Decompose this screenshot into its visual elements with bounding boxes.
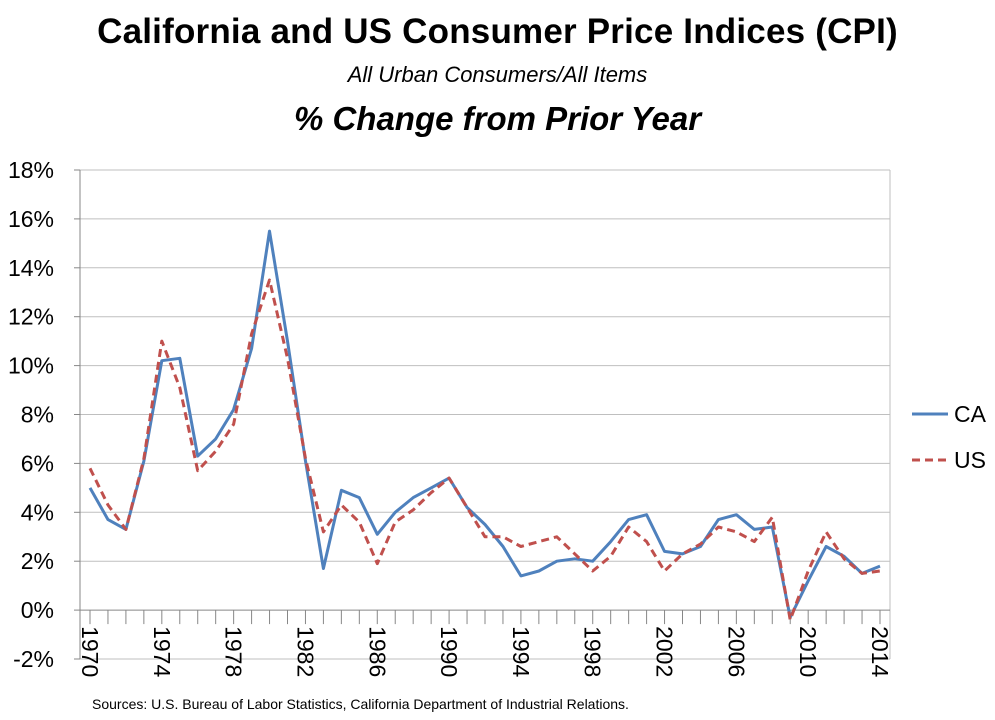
series-lines (88, 229, 881, 622)
source-note: Sources: U.S. Bureau of Labor Statistics… (92, 696, 629, 712)
y-tick-label: 8% (21, 402, 54, 428)
y-axis-tick-labels: -2% 0% 2% 4% 6% 8% 10% 12% 14% 16% 18% (8, 157, 54, 672)
legend-label-ca: CA (954, 401, 987, 427)
y-tick-label: 18% (8, 157, 54, 183)
series-line-ca (88, 229, 881, 619)
x-tick-label: 1990 (436, 626, 462, 677)
y-tick-label: 16% (8, 206, 54, 232)
series-line-us (88, 278, 881, 622)
axes (74, 169, 891, 660)
x-axis-tick-labels: 1970 1974 1978 1982 1986 1990 1994 1998 2002 2006… (77, 626, 893, 677)
chart-title: California and US Consumer Price Indices… (97, 12, 898, 51)
chart-subtitle-secondary: % Change from Prior Year (293, 100, 702, 137)
legend: CA US (912, 401, 987, 473)
x-tick-label: 1978 (221, 626, 247, 677)
x-tick-label: 1970 (77, 626, 103, 677)
y-tick-label: 10% (8, 353, 54, 379)
x-tick-label: 1998 (580, 626, 606, 677)
y-tick-label: 4% (21, 499, 54, 525)
gridlines (80, 169, 890, 660)
y-tick-label: 0% (21, 597, 54, 623)
x-tick-label: 1994 (508, 626, 534, 677)
y-tick-label: 12% (8, 304, 54, 330)
x-tick-label: 2006 (723, 626, 749, 677)
chart-subtitle: All Urban Consumers/All Items (347, 62, 648, 87)
x-tick-label: 2002 (652, 626, 678, 677)
y-tick-label: -2% (13, 646, 54, 672)
legend-label-us: US (954, 447, 986, 473)
y-tick-label: 6% (21, 450, 54, 476)
y-tick-label: 2% (21, 548, 54, 574)
x-tick-label: 1982 (292, 626, 318, 677)
x-tick-label: 1974 (149, 626, 175, 677)
x-tick-label: 1986 (364, 626, 390, 677)
x-tick-label: 2014 (867, 626, 893, 677)
y-tick-label: 14% (8, 255, 54, 281)
x-tick-label: 2010 (795, 626, 821, 677)
